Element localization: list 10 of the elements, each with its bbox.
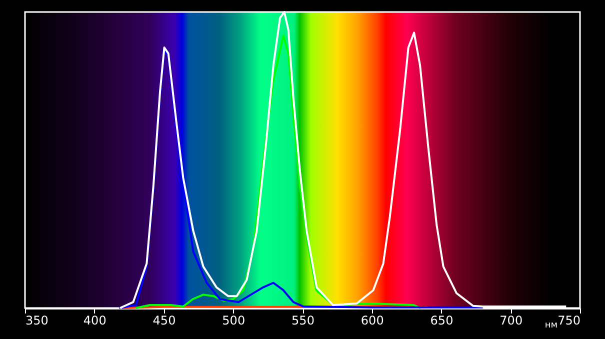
x-tick-label: 650 [430,314,454,328]
x-tick-label: 550 [292,314,314,328]
x-tick-label: 600 [360,314,384,328]
x-axis-title: нм [544,320,558,330]
x-tick-label: 500 [222,314,246,328]
x-tick-label: 750 [558,314,580,328]
x-tick-label: 450 [152,314,176,328]
x-tick-label: 700 [500,314,523,328]
x-tick-label: 400 [83,314,106,328]
x-tick-label: 350 [26,314,48,328]
